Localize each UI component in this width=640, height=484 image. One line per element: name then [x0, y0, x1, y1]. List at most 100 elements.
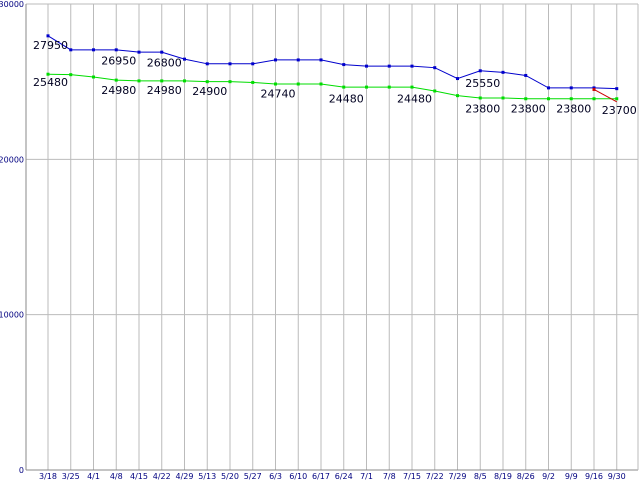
series-point: [251, 80, 255, 84]
data-label: 25480: [33, 76, 68, 89]
x-tick-label: 7/8: [383, 472, 396, 480]
series-point: [547, 97, 550, 101]
series-point: [387, 64, 391, 68]
data-label: 24480: [329, 93, 364, 106]
series-point: [342, 85, 346, 89]
series-point: [137, 50, 141, 54]
x-tick-label: 5/13: [198, 472, 216, 480]
x-tick-label: 8/26: [517, 472, 535, 480]
series-point: [547, 86, 550, 90]
data-label: 23800: [556, 102, 591, 115]
data-label: 24900: [192, 85, 227, 98]
series-point: [92, 75, 95, 79]
data-label: 23800: [511, 102, 546, 115]
x-tick-label: 5/27: [244, 472, 262, 480]
x-tick-label: 5/20: [221, 472, 239, 480]
series-line: [47, 73, 617, 100]
x-tick-label: 8/5: [474, 472, 487, 480]
data-label: 24980: [101, 84, 136, 97]
series-point: [387, 85, 391, 89]
data-label: 26800: [147, 57, 182, 70]
x-tick-label: 4/8: [110, 472, 123, 480]
x-tick-label: 6/24: [335, 472, 353, 480]
x-tick-label: 9/9: [565, 472, 578, 480]
series-point: [274, 58, 277, 62]
series-point: [569, 97, 573, 101]
data-label: 24480: [397, 93, 432, 106]
series-point: [69, 48, 73, 52]
y-tick-label: 0: [19, 466, 24, 475]
x-tick-label: 7/1: [360, 472, 373, 480]
x-tick-label: 7/15: [403, 472, 421, 480]
series-point: [114, 48, 118, 52]
x-tick-label: 3/18: [39, 472, 57, 480]
data-label: 24980: [147, 84, 182, 97]
series-point: [478, 69, 482, 73]
series-point: [46, 34, 50, 38]
x-tick-label: 9/30: [608, 472, 626, 480]
data-label: 23700: [602, 104, 637, 117]
series-point: [205, 80, 209, 84]
series-point: [46, 72, 50, 76]
data-label: 25550: [465, 77, 500, 90]
x-tick-label: 4/29: [176, 472, 194, 480]
x-tick-label: 7/29: [449, 472, 467, 480]
series-point: [365, 85, 368, 89]
series-point: [478, 96, 482, 100]
y-tick-label: 20000: [0, 155, 24, 164]
series-point: [228, 80, 232, 84]
data-label: 24740: [261, 88, 296, 101]
x-tick-label: 8/19: [494, 472, 512, 480]
x-tick-label: 9/2: [542, 472, 555, 480]
series-point: [433, 66, 437, 70]
y-tick-label: 10000: [0, 311, 24, 320]
series-point: [274, 82, 277, 86]
series-point: [456, 94, 459, 98]
series-point: [183, 57, 186, 61]
y-tick-label: 30000: [0, 0, 24, 9]
x-tick-label: 7/22: [426, 472, 444, 480]
series-point: [342, 63, 346, 67]
series-point: [205, 62, 209, 66]
series-point: [296, 82, 300, 86]
series-point: [592, 87, 596, 91]
data-label: 23800: [465, 102, 500, 115]
series-point: [296, 58, 300, 62]
series-point: [592, 97, 596, 101]
series-point: [592, 86, 596, 90]
series-point: [137, 79, 141, 83]
x-tick-label: 6/17: [312, 472, 330, 480]
series-point: [114, 78, 118, 82]
x-tick-label: 3/25: [62, 472, 80, 480]
x-tick-label: 6/10: [289, 472, 307, 480]
series-point: [92, 48, 95, 52]
series-point: [160, 50, 164, 54]
series-line: [47, 35, 617, 90]
series-point: [228, 62, 232, 66]
series-point: [569, 86, 573, 90]
x-tick-label: 4/1: [87, 472, 100, 480]
series-point: [524, 73, 528, 77]
x-tick-label: 9/16: [585, 472, 603, 480]
series-point: [501, 70, 505, 74]
series-point: [160, 79, 164, 83]
data-label: 26950: [101, 54, 136, 67]
series-point: [615, 87, 619, 91]
x-tick-label: 6/3: [269, 472, 282, 480]
series-line: [593, 88, 617, 103]
series-point: [524, 97, 528, 101]
series-point: [319, 58, 323, 62]
series-point: [456, 77, 459, 81]
series-point: [251, 62, 255, 66]
x-tick-label: 4/22: [153, 472, 171, 480]
series-point: [365, 64, 368, 68]
series-point: [615, 97, 619, 101]
series-point: [433, 89, 437, 93]
series-point: [183, 79, 186, 83]
series-point: [69, 73, 73, 77]
data-label: 27950: [33, 39, 68, 52]
series-point: [501, 96, 505, 100]
series-point: [319, 82, 323, 86]
